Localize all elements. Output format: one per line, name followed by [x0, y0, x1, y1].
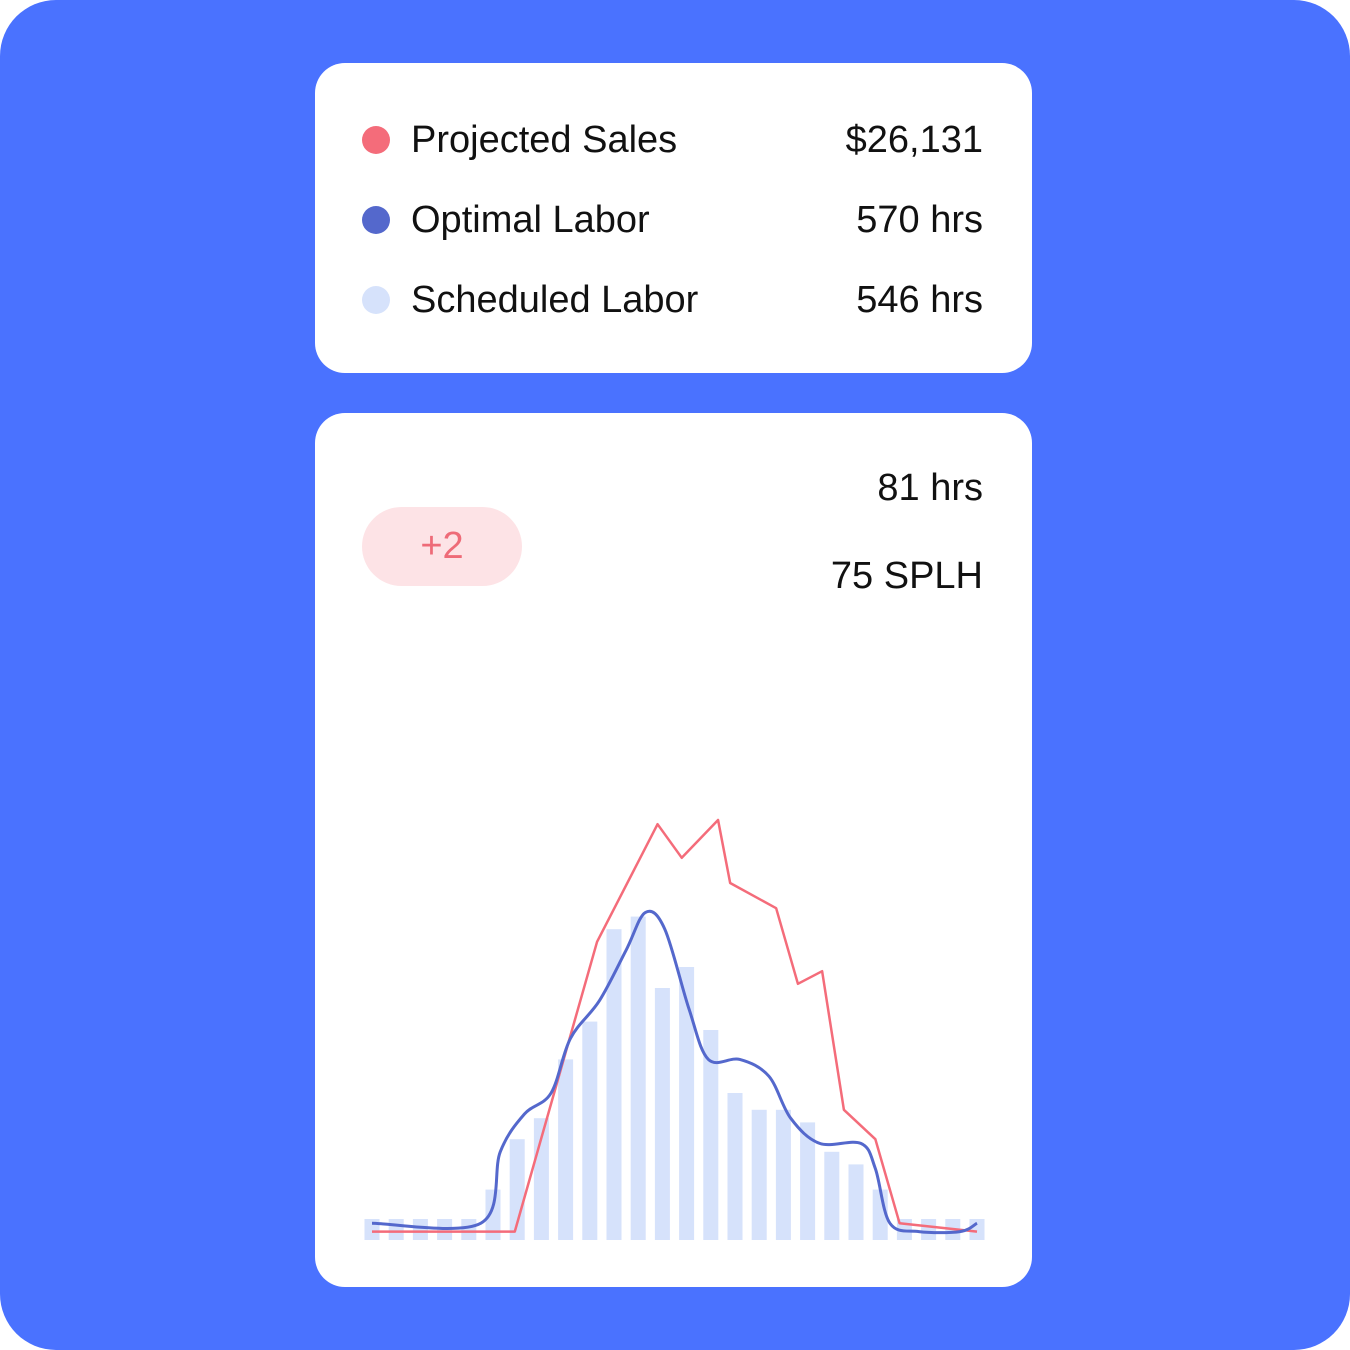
legend-row-scheduled-labor: Scheduled Labor 546 hrs [315, 275, 1032, 325]
legend-value: $26,131 [845, 119, 983, 161]
scheduled-labor-bar [461, 1219, 477, 1240]
scheduled-labor-bar [485, 1189, 501, 1240]
scheduled-labor-bar [679, 967, 695, 1240]
legend-card: Projected Sales $26,131 Optimal Labor 57… [315, 63, 1032, 373]
legend-value: 546 hrs [856, 279, 983, 321]
chart-card: +2 81 hrs 75 SPLH [315, 413, 1032, 1287]
legend-row-optimal-labor: Optimal Labor 570 hrs [315, 195, 1032, 245]
legend-row-projected-sales: Projected Sales $26,131 [315, 115, 1032, 165]
scheduled-labor-bar [630, 916, 646, 1240]
scheduled-labor-dot-icon [362, 286, 390, 314]
legend-label: Scheduled Labor [411, 279, 699, 321]
legend-label: Projected Sales [411, 119, 678, 161]
legend-value: 570 hrs [856, 199, 983, 241]
optimal-labor-line [371, 909, 978, 1235]
scheduled-labor-bar [775, 1109, 791, 1240]
optimal-labor-dot-icon [362, 206, 390, 234]
scheduled-labor-bar [509, 1139, 525, 1240]
scheduled-labor-bar [558, 1059, 574, 1240]
scheduled-labor-bar [848, 1164, 864, 1240]
projected-sales-dot-icon [362, 126, 390, 154]
hours-stat: 81 hrs [877, 467, 983, 509]
scheduled-labor-bar [703, 1030, 719, 1240]
scheduled-labor-bar [921, 1219, 937, 1240]
scheduled-labor-bar [412, 1219, 428, 1240]
projected-sales-line [372, 818, 978, 1233]
legend-label: Optimal Labor [411, 199, 650, 241]
scheduled-labor-bar [606, 929, 622, 1240]
scheduled-labor-bar [388, 1219, 404, 1240]
scheduled-labor-bar [582, 1021, 598, 1240]
scheduled-labor-bar [800, 1122, 816, 1240]
difference-badge: +2 [362, 507, 522, 586]
scheduled-labor-bar [654, 988, 670, 1240]
splh-stat: 75 SPLH [830, 555, 983, 597]
scheduled-labor-bar [751, 1109, 767, 1240]
scheduled-labor-bar [969, 1219, 985, 1240]
scheduled-labor-bar [824, 1151, 840, 1240]
scheduled-labor-bar [727, 1093, 743, 1240]
